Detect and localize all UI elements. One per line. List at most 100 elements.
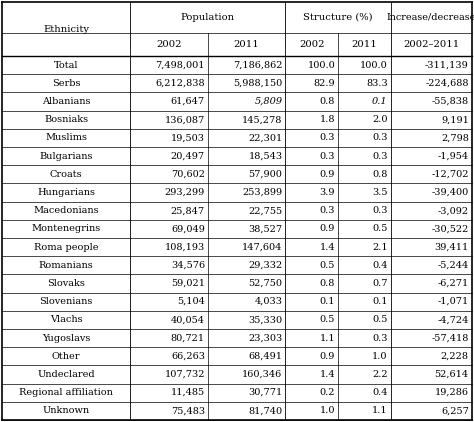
Text: 0.1: 0.1 bbox=[372, 297, 388, 306]
Text: Structure (%): Structure (%) bbox=[303, 13, 373, 22]
Text: 34,576: 34,576 bbox=[171, 261, 205, 270]
Text: 6,212,838: 6,212,838 bbox=[155, 79, 205, 88]
Text: Albanians: Albanians bbox=[42, 97, 91, 106]
Text: 59,021: 59,021 bbox=[171, 279, 205, 288]
Text: 57,900: 57,900 bbox=[249, 170, 283, 179]
Text: Slovenians: Slovenians bbox=[39, 297, 93, 306]
Text: 9,191: 9,191 bbox=[441, 115, 469, 124]
Text: 70,602: 70,602 bbox=[171, 170, 205, 179]
Text: 145,278: 145,278 bbox=[242, 115, 283, 124]
Text: 81,740: 81,740 bbox=[248, 406, 283, 415]
Text: 82.9: 82.9 bbox=[313, 79, 335, 88]
Text: Unknown: Unknown bbox=[43, 406, 90, 415]
Text: Undeclared: Undeclared bbox=[37, 370, 95, 379]
Text: 0.5: 0.5 bbox=[373, 225, 388, 233]
Text: 22,301: 22,301 bbox=[248, 133, 283, 142]
Text: 38,527: 38,527 bbox=[248, 225, 283, 233]
Text: -311,139: -311,139 bbox=[425, 61, 469, 70]
Text: Slovaks: Slovaks bbox=[47, 279, 85, 288]
Text: 100.0: 100.0 bbox=[307, 61, 335, 70]
Text: 40,054: 40,054 bbox=[171, 315, 205, 325]
Text: -3,092: -3,092 bbox=[438, 206, 469, 215]
Text: -4,724: -4,724 bbox=[438, 315, 469, 325]
Text: 2.1: 2.1 bbox=[372, 243, 388, 252]
Text: Croats: Croats bbox=[50, 170, 82, 179]
Text: Macedonians: Macedonians bbox=[34, 206, 99, 215]
Text: 68,491: 68,491 bbox=[248, 352, 283, 361]
Text: 0.1: 0.1 bbox=[372, 97, 388, 106]
Text: 0.3: 0.3 bbox=[319, 151, 335, 161]
Text: -1,954: -1,954 bbox=[438, 151, 469, 161]
Text: 2002: 2002 bbox=[156, 40, 182, 49]
Text: 0.3: 0.3 bbox=[319, 133, 335, 142]
Text: 1.4: 1.4 bbox=[319, 370, 335, 379]
Text: 0.5: 0.5 bbox=[373, 315, 388, 325]
Text: 2011: 2011 bbox=[351, 40, 377, 49]
Text: 0.9: 0.9 bbox=[320, 225, 335, 233]
Text: -57,418: -57,418 bbox=[431, 333, 469, 343]
Text: 0.4: 0.4 bbox=[372, 261, 388, 270]
Text: Vlachs: Vlachs bbox=[50, 315, 82, 325]
Text: 35,330: 35,330 bbox=[248, 315, 283, 325]
Text: 0.3: 0.3 bbox=[319, 206, 335, 215]
Text: 39,411: 39,411 bbox=[435, 243, 469, 252]
Text: Other: Other bbox=[52, 352, 81, 361]
Text: 0.3: 0.3 bbox=[372, 333, 388, 343]
Text: 2011: 2011 bbox=[234, 40, 259, 49]
Text: 1.4: 1.4 bbox=[319, 243, 335, 252]
Text: 20,497: 20,497 bbox=[171, 151, 205, 161]
Text: 18,543: 18,543 bbox=[248, 151, 283, 161]
Text: Serbs: Serbs bbox=[52, 79, 81, 88]
Text: 25,847: 25,847 bbox=[171, 206, 205, 215]
Text: 0.9: 0.9 bbox=[320, 352, 335, 361]
Text: 0.1: 0.1 bbox=[319, 297, 335, 306]
Text: 107,732: 107,732 bbox=[164, 370, 205, 379]
Text: 1.0: 1.0 bbox=[319, 406, 335, 415]
Text: -1,071: -1,071 bbox=[438, 297, 469, 306]
Text: Increase/decrease: Increase/decrease bbox=[386, 13, 474, 22]
Text: 5,104: 5,104 bbox=[177, 297, 205, 306]
Text: Population: Population bbox=[181, 13, 235, 22]
Text: 69,049: 69,049 bbox=[171, 225, 205, 233]
Text: 1.1: 1.1 bbox=[372, 406, 388, 415]
Text: -12,702: -12,702 bbox=[431, 170, 469, 179]
Text: 0.2: 0.2 bbox=[319, 388, 335, 397]
Text: 80,721: 80,721 bbox=[171, 333, 205, 343]
Text: 30,771: 30,771 bbox=[248, 388, 283, 397]
Text: 11,485: 11,485 bbox=[171, 388, 205, 397]
Text: -224,688: -224,688 bbox=[425, 79, 469, 88]
Text: 75,483: 75,483 bbox=[171, 406, 205, 415]
Text: 5,809: 5,809 bbox=[255, 97, 283, 106]
Text: 0.3: 0.3 bbox=[372, 133, 388, 142]
Text: 7,186,862: 7,186,862 bbox=[233, 61, 283, 70]
Text: 1.0: 1.0 bbox=[372, 352, 388, 361]
Text: 0.3: 0.3 bbox=[372, 151, 388, 161]
Text: -5,244: -5,244 bbox=[438, 261, 469, 270]
Text: 61,647: 61,647 bbox=[171, 97, 205, 106]
Text: 2002–2011: 2002–2011 bbox=[403, 40, 459, 49]
Text: 3.9: 3.9 bbox=[319, 188, 335, 197]
Text: 160,346: 160,346 bbox=[242, 370, 283, 379]
Text: Ethnicity: Ethnicity bbox=[43, 24, 89, 34]
Text: -55,838: -55,838 bbox=[432, 97, 469, 106]
Text: 2.2: 2.2 bbox=[372, 370, 388, 379]
Text: 4,033: 4,033 bbox=[255, 297, 283, 306]
Text: 2002: 2002 bbox=[299, 40, 324, 49]
Text: 0.4: 0.4 bbox=[372, 388, 388, 397]
Text: 0.7: 0.7 bbox=[372, 279, 388, 288]
Text: Bulgarians: Bulgarians bbox=[39, 151, 93, 161]
Text: 108,193: 108,193 bbox=[164, 243, 205, 252]
Text: 19,503: 19,503 bbox=[171, 133, 205, 142]
Text: 0.8: 0.8 bbox=[373, 170, 388, 179]
Text: 29,332: 29,332 bbox=[248, 261, 283, 270]
Text: -30,522: -30,522 bbox=[431, 225, 469, 233]
Text: 0.9: 0.9 bbox=[320, 170, 335, 179]
Text: 253,899: 253,899 bbox=[242, 188, 283, 197]
Text: 1.8: 1.8 bbox=[319, 115, 335, 124]
Text: 100.0: 100.0 bbox=[360, 61, 388, 70]
Text: 0.8: 0.8 bbox=[320, 279, 335, 288]
Text: Montenegrins: Montenegrins bbox=[32, 225, 101, 233]
Text: Total: Total bbox=[54, 61, 79, 70]
Text: Hungarians: Hungarians bbox=[37, 188, 95, 197]
Text: Romanians: Romanians bbox=[39, 261, 94, 270]
